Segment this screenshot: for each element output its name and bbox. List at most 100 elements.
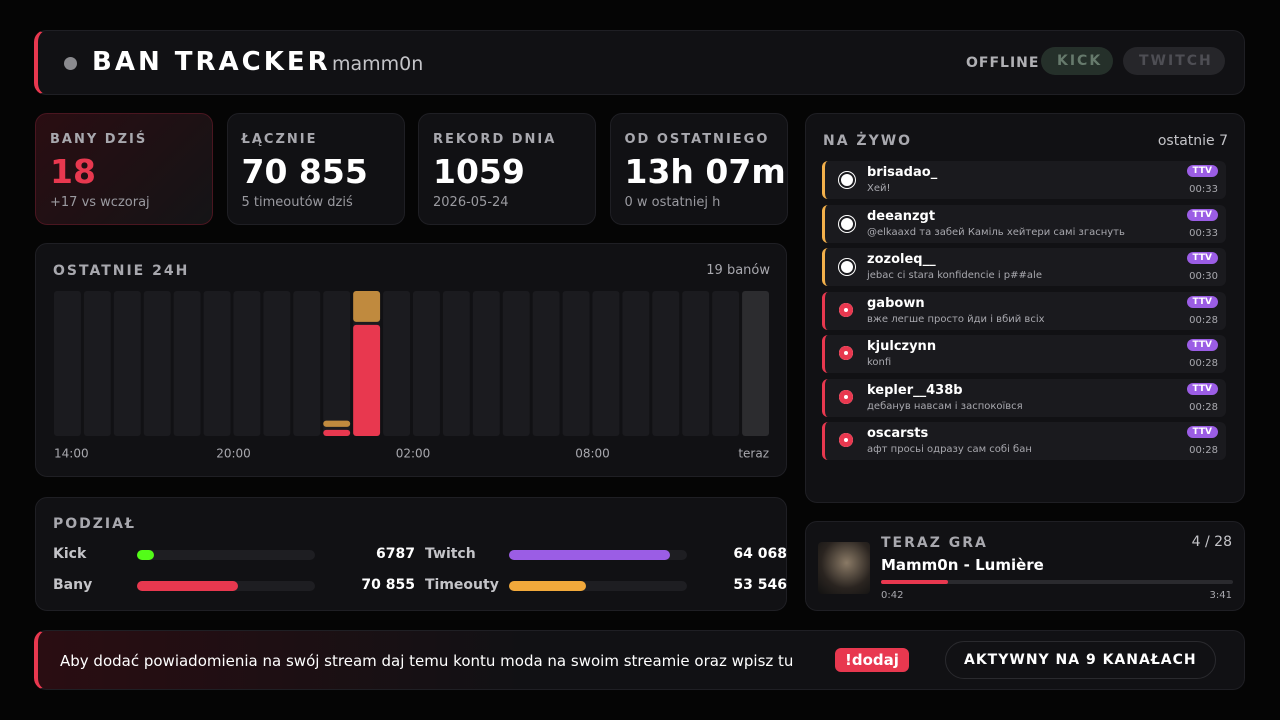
stat-value: 70 855	[241, 152, 368, 191]
badge: TTV	[1186, 252, 1218, 264]
kick-button[interactable]: KICK	[1041, 47, 1113, 75]
stat-sub: +17 vs wczoraj	[50, 195, 150, 210]
status-dot	[64, 57, 77, 70]
feed-item: deeanzgt @elkaaxd та забей Каміль хейтери…	[822, 204, 1226, 243]
chart-title: OSTATNIE 24H	[53, 263, 190, 279]
active-badge: AKTYWNY NA 9 KANAŁACH	[945, 641, 1216, 679]
user: kepler__438b	[867, 382, 963, 398]
np-duration: 3:41	[1209, 590, 1232, 601]
split-track	[509, 550, 687, 560]
ban-icon	[839, 389, 853, 404]
message: konfi	[867, 357, 892, 368]
live-subtitle: ostatnie 7	[1157, 133, 1228, 149]
chart-panel: OSTATNIE 24H 19 banów 14:00 20:00 02:00 08:…	[35, 243, 787, 477]
message: дебанув навсам і заспокоївся	[867, 400, 1023, 412]
split-bar	[509, 550, 670, 560]
badge: TTV	[1186, 339, 1218, 351]
split-track	[509, 581, 687, 591]
split-name: Timeouty	[425, 577, 499, 593]
command: !dodaj	[835, 648, 909, 672]
bar-track	[203, 291, 231, 436]
chart-summary: 19 banów	[706, 263, 770, 278]
user: zozoleq__	[867, 252, 936, 267]
bar-track	[143, 291, 171, 436]
bar-track	[173, 291, 201, 436]
now-playing: TERAZ GRA 4 / 28 Mamm0n - Lumière 0:42 3…	[805, 521, 1245, 611]
stat-card: BANY DZIŚ 18 +17 vs wczoraj	[35, 113, 213, 225]
bar-track	[263, 291, 291, 436]
stat-sub: 0 w ostatniej h	[624, 195, 721, 210]
user: gabown	[867, 295, 925, 311]
stat-label: BANY DZIŚ	[50, 132, 148, 147]
split-value: 53 546	[733, 577, 787, 593]
message: Хей!	[867, 183, 891, 194]
user: deeanzgt	[867, 208, 936, 224]
chart: 14:00 20:00 02:00 08:00 teraz	[54, 291, 769, 461]
split-panel: PODZIAŁ Kick 6787 Twitch 64 068 Bany 70 855 Ti…	[35, 497, 787, 611]
bar-track	[562, 291, 590, 436]
split-value: 70 855	[361, 577, 415, 593]
np-title: TERAZ GRA	[881, 535, 988, 551]
x-tick-label: 02:00	[396, 447, 431, 461]
time: 00:28	[1189, 401, 1218, 413]
feed-item: brisadao_ Хей! TTV 00:33	[822, 161, 1226, 199]
footer: Aby dodać powiadomienia na swój stream d…	[34, 630, 1245, 690]
feed-item: kepler__438b дебанув навсам і заспокоївся…	[822, 378, 1226, 417]
ban-icon	[839, 433, 853, 447]
time: 00:33	[1189, 184, 1218, 195]
time: 00:28	[1189, 445, 1218, 456]
title: BAN TRACKER	[92, 47, 331, 77]
feed-item: gabown вже легше просто йди і вбий всіх TT…	[822, 291, 1226, 330]
split-bar	[509, 581, 586, 591]
stat-label: ŁĄCZNIE	[241, 132, 318, 147]
bar-track	[113, 291, 141, 436]
x-tick-label: 14:00	[54, 447, 89, 461]
x-tick-label: 20:00	[216, 447, 251, 461]
x-tick-label: 08:00	[575, 447, 610, 461]
twitch-button[interactable]: TWITCH	[1123, 47, 1225, 75]
badge: TTV	[1186, 382, 1218, 395]
message: вже легше просто йди і вбий всіх	[867, 313, 1045, 325]
feed-item: kjulczynn konfi TTV 00:28	[822, 335, 1226, 373]
timeout-icon	[839, 259, 855, 275]
np-track: Mamm0n - Lumière	[881, 556, 1044, 574]
split-name: Twitch	[425, 546, 476, 562]
time: 00:30	[1189, 271, 1218, 282]
timeout-icon	[839, 172, 855, 188]
stat-value: 18	[50, 152, 96, 191]
album-art	[818, 542, 870, 594]
bar-track	[502, 291, 530, 436]
badge: TTV	[1186, 295, 1218, 308]
stat-value: 1059	[433, 152, 525, 191]
live-title: NA ŻYWO	[823, 133, 913, 149]
footer-text: Aby dodać powiadomienia na swój stream d…	[60, 652, 794, 670]
stat-value: 13h 07m	[624, 152, 786, 191]
feed-item: oscarsts афт просьі одразу сам собі бан TT…	[822, 422, 1226, 460]
split-title: PODZIAŁ	[53, 516, 136, 532]
bar-track	[592, 291, 620, 436]
channel: mamm0n	[332, 53, 424, 75]
stat-label: REKORD DNIA	[433, 132, 557, 147]
split-name: Bany	[53, 577, 93, 593]
bar-track	[712, 291, 740, 436]
stat-card: OD OSTATNIEGO 13h 07m 0 w ostatniej h	[609, 113, 788, 225]
message: @elkaaxd та забей Каміль хейтери самі зг…	[867, 226, 1125, 238]
ban-icon	[839, 302, 853, 317]
stat-label: OD OSTATNIEGO	[624, 132, 770, 147]
bar-track	[293, 291, 321, 436]
split-value: 64 068	[733, 546, 787, 562]
split-bar	[137, 581, 239, 591]
feed-item: zozoleq__ jebac ci stara konfidencie i p#…	[822, 248, 1226, 286]
bar-track	[442, 291, 470, 436]
user: brisadao_	[867, 165, 938, 180]
bar-segment	[323, 420, 351, 427]
stat-sub: 2026-05-24	[433, 195, 509, 210]
status: OFFLINE	[966, 55, 1040, 71]
np-elapsed: 0:42	[881, 590, 904, 601]
user: kjulczynn	[867, 339, 937, 354]
split-name: Kick	[53, 546, 87, 562]
badge: TTV	[1186, 426, 1218, 438]
bar-segment	[353, 324, 381, 436]
bar-track	[233, 291, 261, 436]
